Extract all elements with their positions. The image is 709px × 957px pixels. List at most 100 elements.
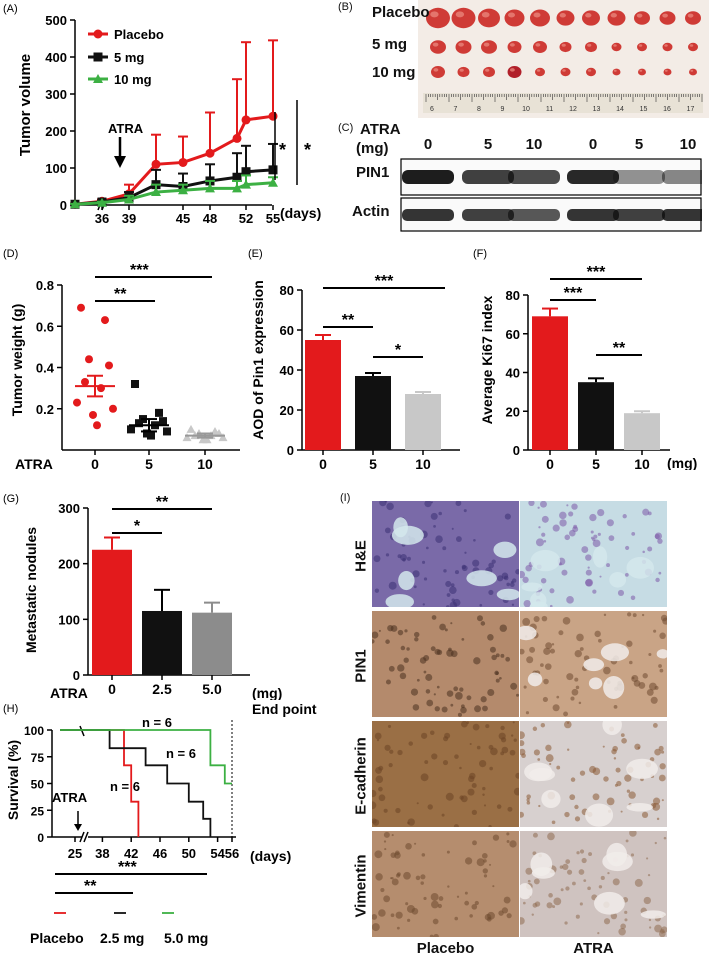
cell-nucleus xyxy=(537,506,540,509)
cell-nucleus xyxy=(407,818,415,826)
actin-band xyxy=(567,209,619,221)
legend-placebo: Placebo xyxy=(88,27,164,42)
cell-nucleus xyxy=(388,665,395,672)
micrograph-bg xyxy=(520,831,667,937)
data-point xyxy=(178,157,188,167)
sig-label: ** xyxy=(114,286,127,303)
data-point xyxy=(155,408,163,417)
data-point xyxy=(241,167,251,177)
cell-nucleus xyxy=(419,657,427,664)
cell-nucleus xyxy=(533,749,540,756)
cell-nucleus xyxy=(489,646,496,653)
cell-nucleus xyxy=(520,570,526,579)
cell-nucleus xyxy=(459,766,462,770)
data-point xyxy=(151,159,161,169)
cell-nucleus xyxy=(420,881,424,885)
cell-nucleus xyxy=(509,582,515,588)
tumor-highlight xyxy=(509,43,515,47)
cell-nucleus xyxy=(454,754,459,759)
air-space xyxy=(520,883,533,900)
data-point xyxy=(97,197,107,207)
cell-nucleus xyxy=(579,647,584,651)
cell-nucleus xyxy=(451,527,454,530)
x-tick-label: 54 xyxy=(210,846,225,861)
cell-nucleus xyxy=(471,904,478,910)
cell-nucleus xyxy=(606,519,614,527)
air-space xyxy=(603,676,625,699)
x-tick-label: 38 xyxy=(95,846,109,861)
cell-nucleus xyxy=(654,841,657,845)
cell-nucleus xyxy=(520,648,525,655)
cell-nucleus xyxy=(641,613,645,617)
cell-nucleus xyxy=(488,589,494,595)
cell-nucleus xyxy=(659,763,666,770)
cell-nucleus xyxy=(424,501,432,508)
air-space xyxy=(593,891,625,915)
chart-g-xunit: (mg) xyxy=(252,685,282,700)
tumor xyxy=(530,9,550,27)
ruler-number: 12 xyxy=(569,106,577,113)
cell-nucleus xyxy=(476,615,483,622)
y-tick-label: 100 xyxy=(24,724,44,738)
cell-nucleus xyxy=(552,704,560,712)
cell-nucleus xyxy=(520,917,525,925)
cell-nucleus xyxy=(564,534,571,541)
cell-nucleus xyxy=(503,896,511,904)
cell-nucleus xyxy=(395,807,401,814)
cell-nucleus xyxy=(385,679,391,685)
sig-label: *** xyxy=(130,262,149,279)
panel-f-letter: (F) xyxy=(473,248,487,260)
data-point xyxy=(85,355,93,364)
tumor-highlight xyxy=(561,43,566,47)
data-point xyxy=(127,425,135,434)
cell-nucleus xyxy=(607,871,610,875)
cell-nucleus xyxy=(592,589,597,594)
cell-nucleus xyxy=(450,583,455,587)
tumor xyxy=(431,66,445,78)
n-label: n = 6 xyxy=(166,746,196,761)
data-point xyxy=(202,435,212,444)
panel-b-letter: (B) xyxy=(338,1,353,13)
chart-h-survival: (H) End point Survival (%) 0 25 50 75 100 25 3… xyxy=(3,701,317,946)
cell-nucleus xyxy=(378,629,381,632)
cell-nucleus xyxy=(526,801,531,805)
cell-nucleus xyxy=(479,759,487,768)
cell-nucleus xyxy=(603,666,611,675)
legend-5mg: 5 mg xyxy=(88,50,144,65)
cell-nucleus xyxy=(464,900,470,906)
cell-nucleus xyxy=(430,730,435,736)
cell-nucleus xyxy=(506,582,511,587)
ruler-number: 7 xyxy=(454,106,458,113)
cell-nucleus xyxy=(512,578,517,583)
micrograph-image xyxy=(520,501,667,607)
y-tick-label: 400 xyxy=(45,50,67,65)
cell-nucleus xyxy=(543,540,547,543)
tumor xyxy=(685,11,701,25)
cell-nucleus xyxy=(642,550,645,554)
blot-lane-label: 5 xyxy=(483,136,493,153)
tumor-highlight xyxy=(535,43,541,47)
cell-nucleus xyxy=(551,643,555,646)
cell-nucleus xyxy=(549,604,553,607)
actin-band xyxy=(462,209,514,221)
cell-nucleus xyxy=(395,873,401,878)
cell-nucleus xyxy=(397,749,403,756)
cell-nucleus xyxy=(506,913,512,919)
cell-nucleus xyxy=(563,721,572,729)
cell-nucleus xyxy=(466,695,472,701)
tumor-highlight xyxy=(559,13,566,18)
cell-nucleus xyxy=(534,901,541,907)
tumor xyxy=(426,7,450,29)
chart-a-ylabel: Tumor volume xyxy=(17,54,34,156)
tumor xyxy=(659,11,676,25)
cell-nucleus xyxy=(656,817,660,821)
cell-nucleus xyxy=(527,879,531,883)
cell-nucleus xyxy=(406,556,411,561)
y-tick-label: 0.4 xyxy=(36,361,55,376)
cell-nucleus xyxy=(592,539,601,548)
cell-nucleus xyxy=(571,688,579,696)
cell-nucleus xyxy=(625,545,630,551)
cell-nucleus xyxy=(415,875,421,881)
chart-d-ylabel: Tumor weight (g) xyxy=(9,304,25,417)
cell-nucleus xyxy=(599,575,602,578)
